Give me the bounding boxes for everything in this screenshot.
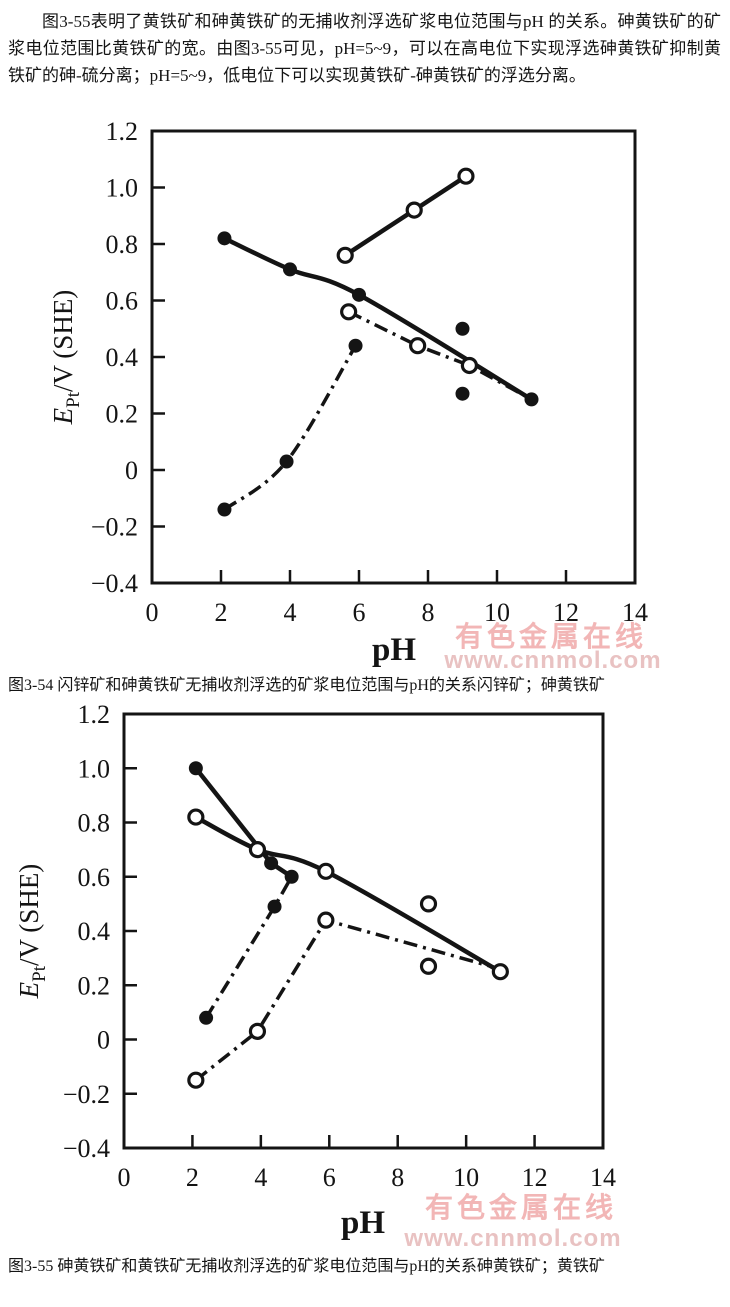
y-tick-label: 0.6 xyxy=(106,287,139,316)
y-tick-label: −0.2 xyxy=(91,513,138,542)
data-point-filled xyxy=(279,454,294,469)
y-tick-label: 1.0 xyxy=(106,174,139,203)
y-axis-label-units: /V (SHE) xyxy=(14,864,44,966)
data-point-filled xyxy=(455,321,470,336)
plot-generated-content: 0 2 4 6 8 10 12 14 1.2 1.0 0.8 0.6 0.4 0.2 0 −0.2 −0.4 xyxy=(91,117,648,627)
y-tick-label: 0.8 xyxy=(78,809,111,838)
data-point-open xyxy=(457,167,475,185)
y-axis-label-subscript: Pt xyxy=(29,965,50,982)
data-point-open xyxy=(317,862,335,880)
intro-paragraph: 图3-55表明了黄铁矿和砷黄铁矿的无捕收剂浮选矿浆电位范围与pH 的关系。砷黄铁… xyxy=(8,12,721,85)
data-point-open xyxy=(317,911,335,929)
x-tick-label: 0 xyxy=(146,598,159,627)
y-tick-label: 0.8 xyxy=(106,230,139,259)
y-tick-label: 0.2 xyxy=(78,971,111,1000)
watermark-site-name: 有色金属在线 xyxy=(455,620,647,652)
x-tick-label: 2 xyxy=(215,598,228,627)
figure-3-54-plot: 0 2 4 6 8 10 12 14 1.2 1.0 0.8 0.6 0.4 0.2 0 −0.2 −0.4 p… xyxy=(48,117,661,674)
series-line xyxy=(194,815,502,974)
data-point-open xyxy=(460,356,478,375)
series-line xyxy=(343,174,468,258)
data-point-open xyxy=(491,963,509,981)
y-tick-label: −0.4 xyxy=(91,569,138,598)
y-tick-label: 0 xyxy=(97,1026,110,1055)
figure-3-55-caption: 图3-55 砷黄铁矿和黄铁矿无捕收剂浮选的矿浆电位范围与pH的关系砷黄铁矿；黄铁… xyxy=(8,1258,605,1275)
data-point-filled xyxy=(455,386,470,401)
y-tick-label: 0 xyxy=(125,456,138,485)
y-axis-label-units: /V (SHE) xyxy=(48,290,78,392)
watermark-site-name: 有色金属在线 xyxy=(425,1191,617,1223)
x-tick-label: 0 xyxy=(118,1163,131,1192)
series-line xyxy=(347,310,533,401)
figure-3-54-caption: 图3-54 闪锌矿和砷黄铁矿无捕收剂浮选的矿浆电位范围与pH的关系闪锌矿；砷黄铁… xyxy=(8,677,605,694)
x-tick-label: 12 xyxy=(522,1163,548,1192)
x-tick-label: 4 xyxy=(254,1163,267,1192)
x-tick-label: 6 xyxy=(353,598,366,627)
data-point-open xyxy=(336,246,354,264)
y-axis-label: EPt/V (SHE) xyxy=(14,864,50,1000)
x-tick-label: 2 xyxy=(186,1163,199,1192)
y-tick-label: 1.0 xyxy=(78,754,111,783)
x-tick-label: 4 xyxy=(284,598,297,627)
plot-generated-content: 0 2 4 6 8 10 12 14 1.2 1.0 0.8 0.6 0.4 0.2 0 −0.2 −0.4 xyxy=(63,700,616,1192)
watermark-site-url: www.cnnmol.com xyxy=(403,1225,621,1252)
data-point-open xyxy=(419,957,438,975)
y-axis-label: EPt/V (SHE) xyxy=(48,290,84,426)
data-point-open xyxy=(419,895,438,913)
x-tick-label: 8 xyxy=(391,1163,404,1192)
figure-3-55-plot: 0 2 4 6 8 10 12 14 1.2 1.0 0.8 0.6 0.4 0.2 0 −0.2 −0.4 p… xyxy=(14,700,621,1252)
y-tick-label: −0.4 xyxy=(63,1134,110,1163)
data-point-filled xyxy=(199,1010,214,1025)
series-line xyxy=(194,918,501,1082)
x-tick-label: 14 xyxy=(622,598,648,627)
data-point-filled xyxy=(524,392,539,407)
data-point-filled xyxy=(267,899,282,914)
data-point-open xyxy=(248,841,267,859)
data-point-filled xyxy=(217,502,232,517)
y-axis-label-symbol: E xyxy=(48,407,78,425)
x-tick-label: 8 xyxy=(422,598,435,627)
data-point-open xyxy=(340,303,358,321)
x-tick-label: 10 xyxy=(484,598,510,627)
data-point-filled xyxy=(348,338,363,353)
data-point-filled xyxy=(283,262,297,277)
data-point-open xyxy=(409,337,427,355)
x-tick-label: 12 xyxy=(553,598,579,627)
data-point-open xyxy=(405,201,423,219)
x-tick-label: 6 xyxy=(323,1163,336,1192)
x-tick-label: 14 xyxy=(590,1163,616,1192)
y-axis-label-subscript: Pt xyxy=(63,391,84,408)
x-axis-label: pH xyxy=(372,632,416,668)
data-point-filled xyxy=(284,869,299,884)
y-tick-label: −0.2 xyxy=(63,1080,110,1109)
y-tick-label: 0.2 xyxy=(106,400,139,429)
data-point-filled xyxy=(352,287,366,302)
series-line xyxy=(223,344,358,511)
y-tick-label: 1.2 xyxy=(106,117,139,146)
watermark-site-url: www.cnnmol.com xyxy=(443,647,661,674)
y-axis-label-symbol: E xyxy=(14,981,44,999)
data-point-open xyxy=(187,1071,205,1089)
series-line xyxy=(204,875,294,1019)
x-axis-label: pH xyxy=(341,1205,385,1241)
y-tick-label: 0.6 xyxy=(78,863,111,892)
data-point-filled xyxy=(188,761,203,776)
data-point-open xyxy=(187,808,205,826)
data-point-filled xyxy=(217,231,232,246)
data-point-filled xyxy=(264,856,279,871)
y-tick-label: 0.4 xyxy=(106,343,139,372)
data-point-open xyxy=(248,1022,267,1040)
y-tick-label: 1.2 xyxy=(78,700,111,729)
y-tick-label: 0.4 xyxy=(78,917,111,946)
x-tick-label: 10 xyxy=(453,1163,479,1192)
